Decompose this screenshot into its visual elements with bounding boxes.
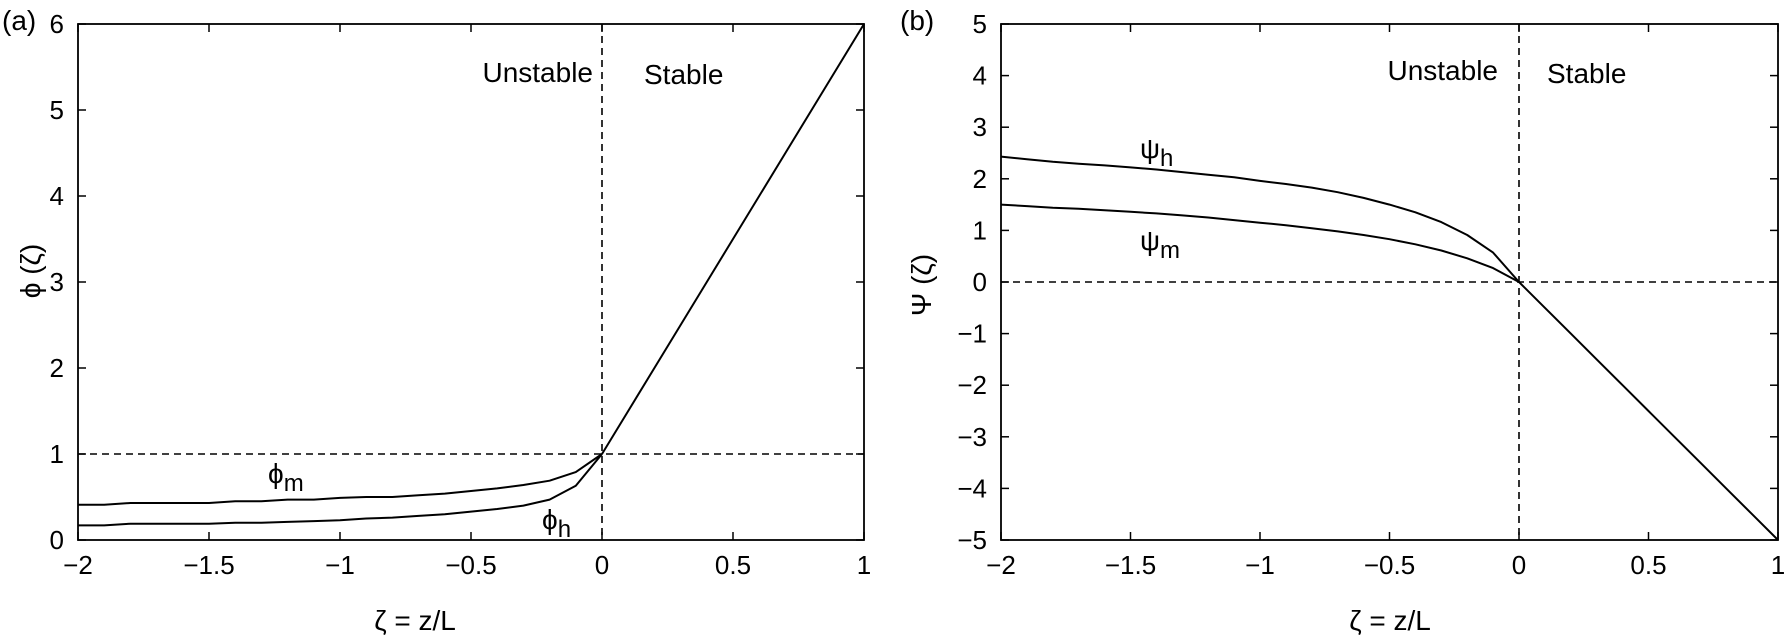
x-tick-label-a: 0 — [595, 550, 609, 580]
panel-a-stable-label: Stable — [644, 59, 723, 90]
x-tick-label-b: 1 — [1771, 550, 1784, 580]
x-tick-label-a: −0.5 — [445, 550, 496, 580]
panel-a-unstable-label: Unstable — [482, 57, 593, 88]
series-label-phi-h: ϕh — [542, 504, 571, 543]
x-tick-label-b: 0.5 — [1630, 550, 1666, 580]
y-tick-label-b: −3 — [957, 422, 987, 452]
y-tick-label-a: 1 — [50, 439, 64, 469]
series-line-b-0 — [1000, 155, 1520, 283]
y-tick-label-a: 2 — [50, 353, 64, 383]
series-label-psi-m: ψm — [1140, 225, 1180, 264]
series-line-a-1 — [78, 453, 603, 527]
y-tick-label-b: 5 — [973, 9, 987, 39]
x-tick-label-b: −2 — [986, 550, 1016, 580]
panel-a-xlabel: ζ = z/L — [374, 605, 456, 636]
plot-frame-a — [77, 23, 865, 541]
x-tick-label-b: 0 — [1512, 550, 1526, 580]
x-tick-label-b: −0.5 — [1364, 550, 1415, 580]
panel-b-psi-chart: (b) Ψ (ζ) ζ = z/L Unstable Stable ψh ψm … — [900, 5, 1784, 636]
y-tick-label-b: −5 — [957, 525, 987, 555]
panel-b-xlabel: ζ = z/L — [1349, 605, 1431, 636]
y-tick-label-b: −1 — [957, 319, 987, 349]
panel-a-label: (a) — [2, 5, 36, 36]
series-line-b-2 — [1518, 281, 1779, 541]
panel-b-stable-label: Stable — [1547, 58, 1626, 89]
series-label-psi-h: ψh — [1140, 133, 1173, 172]
y-tick-label-a: 3 — [50, 267, 64, 297]
x-tick-label-b: −1.5 — [1105, 550, 1156, 580]
y-tick-label-b: 3 — [973, 112, 987, 142]
y-tick-label-a: 5 — [50, 95, 64, 125]
y-tick-label-b: 1 — [973, 215, 987, 245]
y-tick-label-a: 0 — [50, 525, 64, 555]
series-line-a-0 — [78, 453, 603, 506]
panel-a-ylabel: ϕ (ζ) — [15, 244, 46, 298]
y-tick-label-b: 2 — [973, 164, 987, 194]
panel-a-phi-chart: (a) ϕ (ζ) ζ = z/L Unstable Stable ϕm ϕh … — [2, 5, 871, 636]
x-tick-label-a: 1 — [857, 550, 871, 580]
x-tick-label-a: −1.5 — [183, 550, 234, 580]
series-line-b-1 — [1000, 203, 1520, 283]
x-tick-label-a: 0.5 — [715, 550, 751, 580]
y-tick-label-a: 6 — [50, 9, 64, 39]
x-tick-label-a: −2 — [63, 550, 93, 580]
x-tick-label-b: −1 — [1245, 550, 1275, 580]
series-label-phi-m: ϕm — [268, 458, 304, 497]
y-tick-label-b: 0 — [973, 267, 987, 297]
y-tick-label-b: −4 — [957, 473, 987, 503]
x-tick-label-a: −1 — [325, 550, 355, 580]
panel-b-unstable-label: Unstable — [1387, 55, 1498, 86]
y-tick-label-b: 4 — [973, 61, 987, 91]
panel-b-label: (b) — [900, 5, 934, 36]
panel-b-ylabel: Ψ (ζ) — [906, 254, 937, 316]
y-tick-label-b: −2 — [957, 370, 987, 400]
series-line-a-2 — [601, 23, 865, 455]
y-tick-label-a: 4 — [50, 181, 64, 211]
